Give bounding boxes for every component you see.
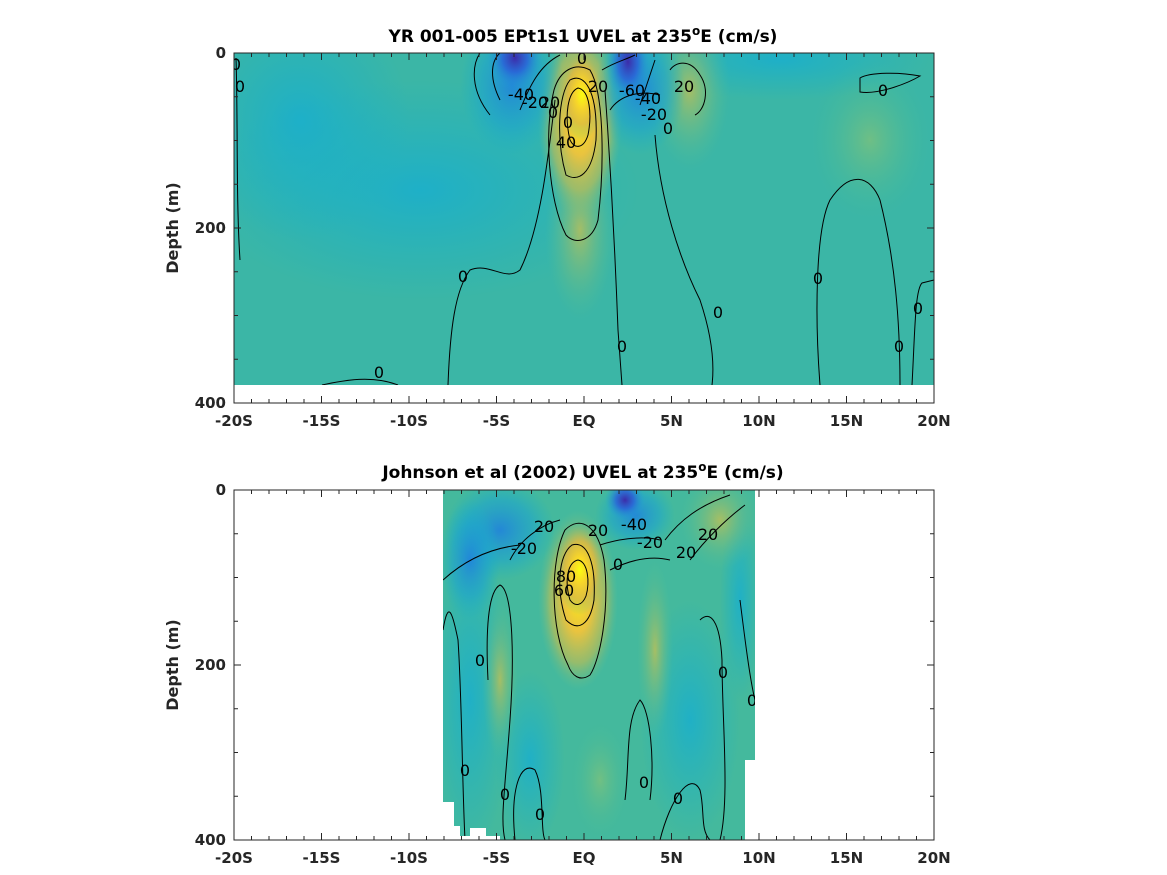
svg-text:-20: -20 <box>637 533 663 552</box>
panel-1-xtick: -5S <box>483 412 510 430</box>
svg-text:0: 0 <box>231 55 241 74</box>
svg-text:0: 0 <box>577 49 587 68</box>
panel-1-ytick: 0 <box>216 44 226 62</box>
panel-2-xtick: 15N <box>830 849 863 867</box>
svg-text:0: 0 <box>548 103 558 122</box>
svg-text:0: 0 <box>663 119 673 138</box>
svg-text:0: 0 <box>613 555 623 574</box>
panel-2-xtick: EQ <box>573 849 596 867</box>
panel-1-xtick: 10N <box>742 412 775 430</box>
svg-text:20: 20 <box>674 77 694 96</box>
panel-1-contours <box>235 53 934 385</box>
panel-1: YR 001-005 EPt1s1 UVEL at 235oE (cm/s) <box>163 24 951 430</box>
panel-1-heatmap: 0 0 0 -40 -20 20 0 0 40 20 -60 -40 -20 0… <box>231 49 934 385</box>
panel-1-xtick: EQ <box>573 412 596 430</box>
svg-text:-20: -20 <box>522 93 548 112</box>
svg-text:20: 20 <box>588 521 608 540</box>
svg-text:0: 0 <box>458 267 468 286</box>
svg-text:-40: -40 <box>635 89 661 108</box>
panel-1-ticks <box>233 52 935 404</box>
panel-2-contours <box>443 494 755 840</box>
panel-2-title: Johnson et al (2002) UVEL at 235oE (cm/s… <box>381 460 783 483</box>
panel-1-ytick: 400 <box>195 394 226 412</box>
panel-2-xtick: -20S <box>215 849 253 867</box>
svg-text:0: 0 <box>535 805 545 824</box>
svg-text:0: 0 <box>673 789 683 808</box>
panel-2: Johnson et al (2002) UVEL at 235oE (cm/s… <box>163 460 951 867</box>
svg-text:20: 20 <box>534 517 554 536</box>
svg-text:-60: -60 <box>619 81 645 100</box>
panel-1-yticklabels: 0 200 400 <box>195 44 226 412</box>
svg-text:0: 0 <box>913 299 923 318</box>
svg-text:20: 20 <box>698 525 718 544</box>
svg-text:60: 60 <box>554 581 574 600</box>
panel-2-ylabel: Depth (m) <box>163 619 182 711</box>
svg-text:0: 0 <box>713 303 723 322</box>
svg-text:0: 0 <box>617 337 627 356</box>
svg-text:0: 0 <box>500 785 510 804</box>
svg-text:-20: -20 <box>511 539 537 558</box>
panel-2-xtick: 5N <box>660 849 683 867</box>
svg-text:0: 0 <box>235 77 245 96</box>
panel-2-xtick: 10N <box>742 849 775 867</box>
svg-text:40: 40 <box>556 133 576 152</box>
panel-2-heatmap: -20 20 20 -40 -20 20 20 0 80 60 0 0 0 0 … <box>443 490 757 840</box>
svg-text:0: 0 <box>878 81 888 100</box>
panel-1-ytick: 200 <box>195 219 226 237</box>
svg-text:0: 0 <box>460 761 470 780</box>
svg-text:0: 0 <box>563 113 573 132</box>
svg-text:0: 0 <box>894 337 904 356</box>
panel-2-ytick: 400 <box>195 831 226 849</box>
svg-text:-40: -40 <box>508 85 534 104</box>
panel-2-xtick: -5S <box>483 849 510 867</box>
panel-2-ytick: 0 <box>216 481 226 499</box>
svg-text:0: 0 <box>639 773 649 792</box>
panel-1-contour-labels: 0 0 0 -40 -20 20 0 0 40 20 -60 -40 -20 0… <box>231 49 923 382</box>
panel-1-ylabel: Depth (m) <box>163 182 182 274</box>
svg-text:20: 20 <box>676 543 696 562</box>
panel-1-xtick: -20S <box>215 412 253 430</box>
panel-2-ytick: 200 <box>195 656 226 674</box>
panel-1-xticklabels: -20S -15S -10S -5S EQ 5N 10N 15N 20N <box>215 412 951 430</box>
svg-text:0: 0 <box>475 651 485 670</box>
svg-text:0: 0 <box>718 663 728 682</box>
svg-text:0: 0 <box>813 269 823 288</box>
svg-text:0: 0 <box>374 363 384 382</box>
svg-text:80: 80 <box>556 567 576 586</box>
panel-2-contour-labels: -20 20 20 -40 -20 20 20 0 80 60 0 0 0 0 … <box>460 515 757 824</box>
panel-1-xtick: 20N <box>917 412 950 430</box>
panel-2-yticklabels: 0 200 400 <box>195 481 226 849</box>
panel-2-xtick: -10S <box>390 849 428 867</box>
svg-text:-20: -20 <box>641 105 667 124</box>
svg-text:0: 0 <box>747 691 757 710</box>
panel-1-title: YR 001-005 EPt1s1 UVEL at 235oE (cm/s) <box>388 24 778 47</box>
panel-2-ticks <box>233 489 935 841</box>
panel-1-xtick: -10S <box>390 412 428 430</box>
panel-1-xtick: 5N <box>660 412 683 430</box>
svg-text:20: 20 <box>540 93 560 112</box>
panel-2-xticklabels: -20S -15S -10S -5S EQ 5N 10N 15N 20N <box>215 849 951 867</box>
panel-2-xtick: -15S <box>303 849 341 867</box>
svg-text:-40: -40 <box>621 515 647 534</box>
panel-1-xtick: 15N <box>830 412 863 430</box>
panel-2-xtick: 20N <box>917 849 950 867</box>
panel-1-xtick: -15S <box>303 412 341 430</box>
svg-text:20: 20 <box>588 77 608 96</box>
